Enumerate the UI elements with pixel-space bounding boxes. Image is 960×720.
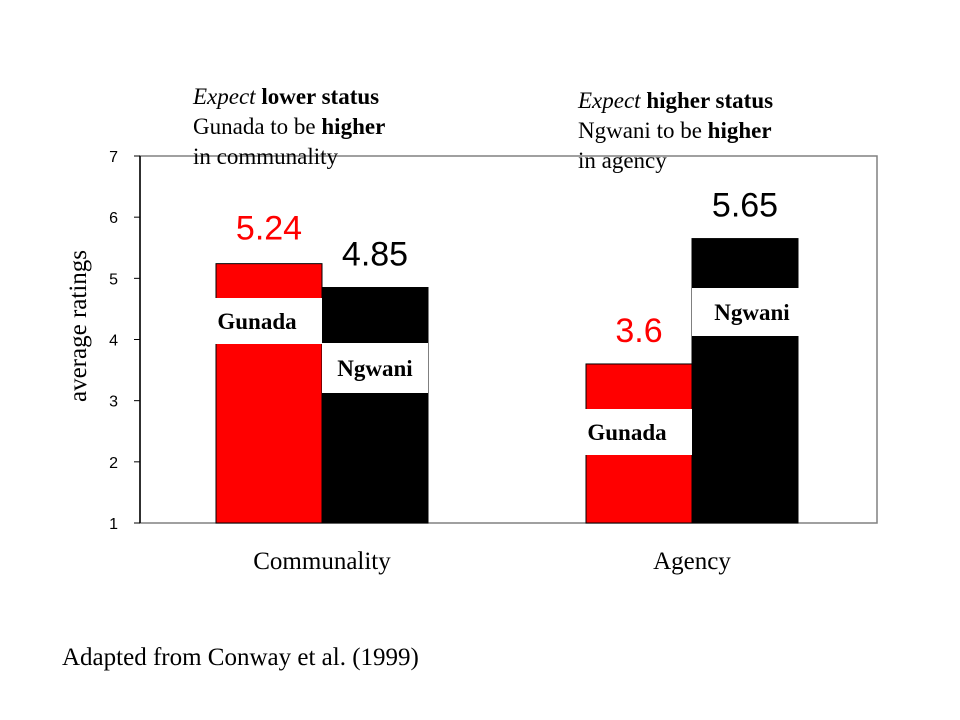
note-right-l3: in agency	[578, 147, 667, 173]
y-axis-label: average ratings	[65, 249, 92, 403]
note-left-l3: in communality	[193, 143, 339, 169]
bar-ngwani-agency	[691, 238, 799, 524]
y-tick-label: 3	[109, 394, 118, 411]
annotation-communality: Expect lower status Gunada to be higher …	[193, 82, 385, 172]
series-tag-gunada-communality: Gunada	[217, 309, 297, 334]
series-tag-gunada-communality-box	[192, 298, 322, 344]
bar-ngwani-communality	[321, 287, 429, 524]
note-right-l1a: Expect	[578, 88, 641, 113]
y-tick-label: 1	[109, 516, 118, 533]
annotation-agency: Expect higher status Ngwani to be higher…	[578, 86, 773, 176]
y-axis: 1 2 3 4 5 6 7	[109, 149, 141, 533]
x-category-label: Agency	[653, 548, 731, 575]
y-tick-label: 5	[109, 271, 118, 288]
series-tag-ngwani-agency-box	[692, 288, 812, 336]
data-label: 4.85	[342, 236, 408, 274]
data-label: 5.24	[236, 210, 302, 248]
note-left-l1b: lower status	[255, 84, 380, 109]
y-tick-label: 2	[109, 455, 118, 472]
note-right-l2b: higher	[707, 117, 772, 143]
note-left-l1a: Expect	[193, 84, 256, 109]
series-tag-ngwani-communality-box	[322, 343, 428, 393]
data-label: 3.6	[615, 312, 662, 350]
note-left-l2a: Gunada to be	[193, 113, 322, 139]
note-right-l2a: Ngwani to be	[578, 117, 708, 143]
y-tick-label: 6	[109, 210, 118, 227]
data-label: 5.65	[712, 187, 778, 225]
series-tag-gunada-agency: Gunada	[587, 420, 667, 445]
source-citation: Adapted from Conway et al. (1999)	[62, 644, 419, 671]
series-tag-gunada-agency-box	[562, 409, 692, 455]
series-tag-ngwani-agency: Ngwani	[714, 300, 790, 325]
note-left-l2b: higher	[321, 113, 386, 139]
y-tick-label: 7	[109, 149, 118, 166]
note-right-l1b: higher status	[640, 88, 774, 113]
y-tick-label: 4	[109, 333, 118, 350]
x-category-label: Communality	[253, 548, 391, 575]
data-labels-layer: 5.24 4.85 Communality 3.6 5.65 Agency Gunada Ng…	[192, 187, 812, 575]
series-tag-ngwani-communality: Ngwani	[337, 356, 413, 381]
